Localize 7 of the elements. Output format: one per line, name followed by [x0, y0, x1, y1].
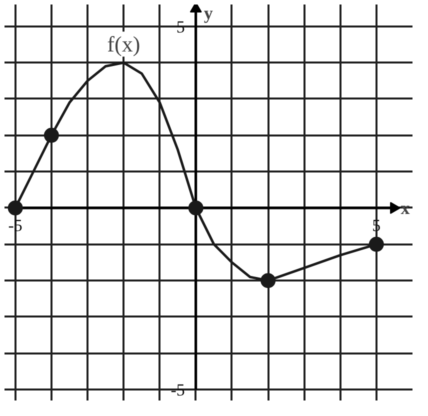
y-axis-title: y — [204, 3, 213, 24]
point — [188, 200, 204, 216]
point — [368, 236, 384, 252]
point — [44, 128, 59, 143]
series-label: f(x) — [107, 32, 140, 57]
point — [8, 200, 23, 216]
point — [260, 273, 276, 288]
